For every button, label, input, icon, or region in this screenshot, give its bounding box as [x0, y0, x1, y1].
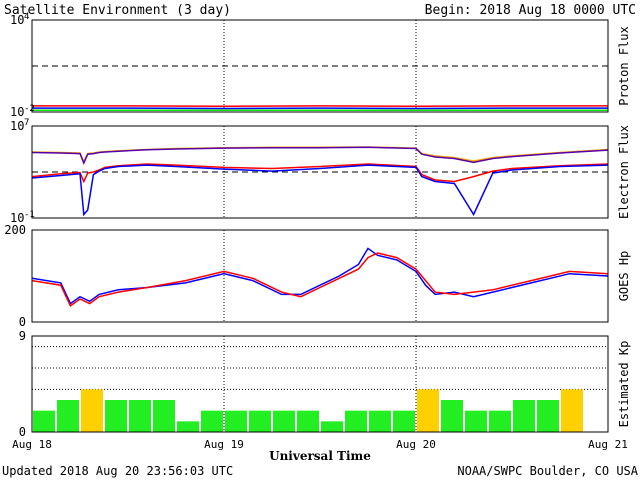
series-line — [31, 163, 609, 184]
y-axis-label: Electron Flux — [617, 125, 631, 219]
series-line — [31, 146, 609, 166]
x-tick-label: Aug 19 — [204, 438, 244, 451]
series-line — [31, 146, 609, 164]
y-axis-label: Proton Flux — [617, 26, 631, 105]
source-credit: NOAA/SWPC Boulder, CO USA — [457, 464, 638, 478]
kp-bar — [537, 400, 559, 432]
y-tick-label: 0 — [19, 425, 26, 439]
kp-bar — [345, 410, 367, 432]
series-line — [31, 164, 609, 217]
kp-bar — [417, 389, 439, 432]
series-line — [31, 252, 609, 308]
kp-bar — [465, 410, 487, 432]
y-tick-exponent: 4 — [24, 12, 29, 22]
kp-bar — [441, 400, 463, 432]
kp-bar — [513, 400, 535, 432]
updated-timestamp: Updated 2018 Aug 20 23:56:03 UTC — [2, 464, 233, 478]
kp-bar — [177, 421, 199, 432]
y-tick-label: 10 — [10, 119, 24, 133]
y-tick-label: 10 — [10, 211, 24, 225]
y-tick-exponent: -1 — [24, 210, 35, 220]
y-tick-label: 10 — [10, 13, 24, 27]
kp-bar — [201, 410, 223, 432]
kp-bar — [393, 410, 415, 432]
x-tick-label: Aug 18 — [12, 438, 52, 451]
y-tick-label: 10 — [10, 105, 24, 119]
kp-bar — [273, 410, 295, 432]
kp-bar — [57, 400, 79, 432]
kp-bar — [81, 389, 103, 432]
begin-time: Begin: 2018 Aug 18 0000 UTC — [425, 3, 636, 18]
chart-title: Satellite Environment (3 day) — [4, 3, 231, 18]
kp-bar — [129, 400, 151, 432]
kp-bar — [105, 400, 127, 432]
y-axis-label: Estimated Kp — [617, 341, 631, 428]
y-axis-label: GOES Hp — [617, 251, 631, 302]
electron-flux-panel: 10 710 -1 Electron Flux — [10, 118, 631, 225]
panel-frame — [31, 229, 609, 323]
panel-frame — [31, 335, 609, 433]
kp-bar — [297, 410, 319, 432]
kp-bar — [321, 421, 343, 432]
y-tick-label: 200 — [4, 223, 26, 237]
kp-bar — [153, 400, 175, 432]
y-tick-exponent: 7 — [24, 118, 29, 128]
kp-bar — [369, 410, 391, 432]
panel-frame — [31, 125, 609, 219]
estimated-kp-panel: 0 9 Estimated Kp — [19, 329, 631, 439]
kp-bar — [33, 410, 55, 432]
kp-bar — [225, 410, 247, 432]
y-tick-label: 9 — [19, 329, 26, 343]
series-line — [31, 247, 609, 305]
panel-frame — [31, 19, 609, 113]
kp-bar — [561, 389, 583, 432]
goes-hp-panel: 0 200 GOES Hp — [4, 223, 631, 329]
x-tick-label: Aug 21 — [588, 438, 628, 451]
kp-bar — [489, 410, 511, 432]
kp-bar — [249, 410, 271, 432]
y-tick-exponent: -2 — [24, 104, 35, 114]
x-tick-label: Aug 20 — [396, 438, 436, 451]
y-tick-label: 0 — [19, 315, 26, 329]
x-axis-label: Universal Time — [269, 449, 371, 463]
